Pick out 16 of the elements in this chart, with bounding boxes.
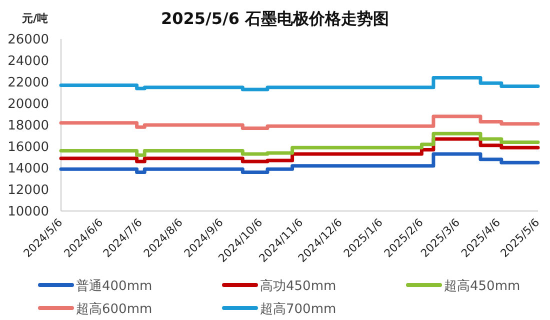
y-tick-label: 10000: [8, 204, 49, 220]
y-tick-label: 16000: [8, 140, 49, 155]
y-tick-label: 12000: [8, 183, 49, 198]
y-tick-label: 14000: [8, 162, 49, 176]
chart-title: 2025/5/6 石墨电极价格走势图: [160, 9, 390, 28]
legend-label: 高功450mm: [260, 278, 336, 294]
legend-label: 超高600mm: [76, 301, 152, 317]
legend-label: 普通400mm: [76, 278, 152, 294]
y-tick-label: 22000: [8, 76, 49, 90]
legend-label: 超高700mm: [260, 301, 336, 317]
y-tick-label: 26000: [8, 32, 49, 48]
y-tick-label: 18000: [8, 118, 49, 134]
y-tick-label: 24000: [8, 54, 49, 69]
y-tick-label: 20000: [8, 97, 49, 112]
y-axis-title: 元/吨: [21, 12, 48, 25]
legend-label: 超高450mm: [444, 278, 520, 294]
